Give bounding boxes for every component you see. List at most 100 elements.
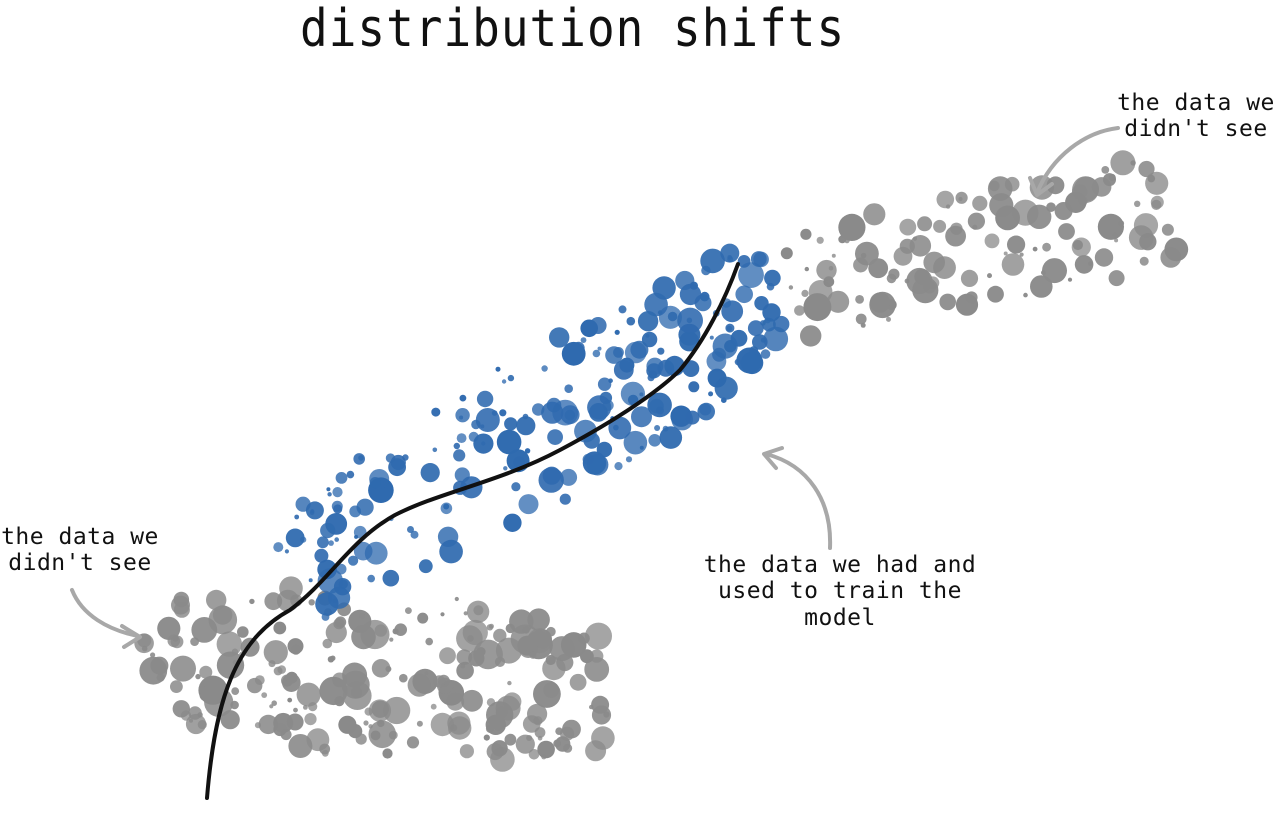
data-point — [623, 430, 648, 455]
data-point — [294, 514, 300, 520]
data-point — [237, 626, 249, 638]
data-point — [261, 692, 268, 698]
data-point — [476, 390, 494, 408]
data-point — [273, 542, 284, 553]
data-point — [965, 291, 978, 304]
data-point — [527, 703, 548, 725]
data-point — [984, 233, 1000, 249]
data-point — [473, 433, 494, 454]
data-point — [420, 463, 440, 483]
label-line: used to train the — [718, 578, 962, 605]
data-point — [296, 682, 321, 707]
data-point — [914, 268, 930, 285]
data-point — [1114, 238, 1119, 243]
data-point — [459, 394, 467, 402]
data-point — [280, 729, 292, 741]
data-point — [504, 417, 518, 431]
data-point — [167, 634, 181, 648]
data-point — [364, 707, 373, 716]
data-point — [626, 316, 636, 326]
data-point — [766, 282, 775, 291]
data-point — [679, 283, 702, 306]
data-point — [448, 716, 472, 740]
data-point — [254, 675, 265, 685]
data-point — [416, 720, 423, 727]
data-point — [677, 307, 703, 334]
unseen-data-cluster-upper-right — [780, 150, 1189, 347]
data-point — [439, 539, 463, 564]
label-line: didn't see — [1124, 116, 1268, 143]
data-point — [527, 608, 550, 631]
data-point — [886, 316, 891, 322]
data-point — [585, 622, 612, 650]
data-point — [720, 243, 740, 263]
data-point — [418, 559, 433, 574]
data-point — [637, 311, 659, 332]
data-point — [560, 468, 578, 486]
data-point — [1041, 270, 1046, 276]
data-point — [456, 433, 467, 443]
data-point — [285, 671, 298, 684]
data-point — [430, 703, 437, 710]
data-point — [537, 740, 555, 759]
data-point — [170, 655, 196, 682]
data-point — [343, 681, 372, 710]
data-point — [356, 498, 374, 516]
data-point — [1032, 246, 1038, 252]
data-point — [1019, 252, 1024, 257]
data-point — [141, 645, 148, 652]
data-point — [654, 425, 661, 431]
data-point — [374, 624, 387, 637]
data-point — [578, 632, 590, 645]
diagram-title: distribution shifts — [300, 0, 846, 59]
data-point — [721, 397, 727, 404]
data-point — [613, 424, 619, 431]
data-point — [285, 528, 305, 548]
data-point — [656, 406, 664, 415]
data-point — [188, 706, 202, 720]
data-point — [853, 257, 869, 273]
data-point — [549, 327, 570, 348]
data-point — [591, 695, 610, 714]
data-point — [431, 407, 441, 417]
data-point — [348, 555, 359, 566]
label-line: the data we — [1117, 90, 1275, 116]
data-point — [504, 733, 517, 746]
data-point — [368, 724, 373, 729]
label-line: the data we had and — [703, 552, 977, 578]
data-point — [332, 672, 347, 688]
data-point — [618, 305, 627, 314]
data-point — [584, 657, 610, 682]
data-point — [762, 317, 776, 332]
data-point — [561, 341, 586, 366]
data-point — [358, 455, 364, 461]
data-point — [326, 487, 331, 492]
data-point — [625, 456, 633, 463]
data-point — [614, 329, 620, 335]
data-point — [491, 410, 498, 416]
data-point — [317, 536, 329, 549]
data-point — [495, 366, 501, 372]
data-point — [697, 402, 715, 421]
data-point — [507, 374, 515, 382]
data-point — [597, 377, 612, 391]
data-point — [614, 462, 623, 471]
data-point — [273, 666, 283, 676]
data-point — [170, 680, 183, 693]
data-point — [972, 195, 988, 211]
data-point — [804, 266, 809, 272]
data-point — [328, 586, 351, 609]
data-point — [284, 549, 289, 554]
data-point — [559, 493, 571, 505]
data-point — [730, 329, 748, 347]
data-point — [363, 720, 369, 726]
data-point — [917, 216, 933, 232]
data-point — [515, 734, 535, 754]
data-point — [216, 631, 242, 657]
data-point — [249, 598, 255, 605]
data-point — [322, 638, 333, 649]
unseen-data-cluster-lower-left — [134, 576, 615, 772]
data-point — [657, 310, 663, 315]
label-line: the data we — [1, 524, 159, 550]
data-point — [216, 651, 245, 679]
